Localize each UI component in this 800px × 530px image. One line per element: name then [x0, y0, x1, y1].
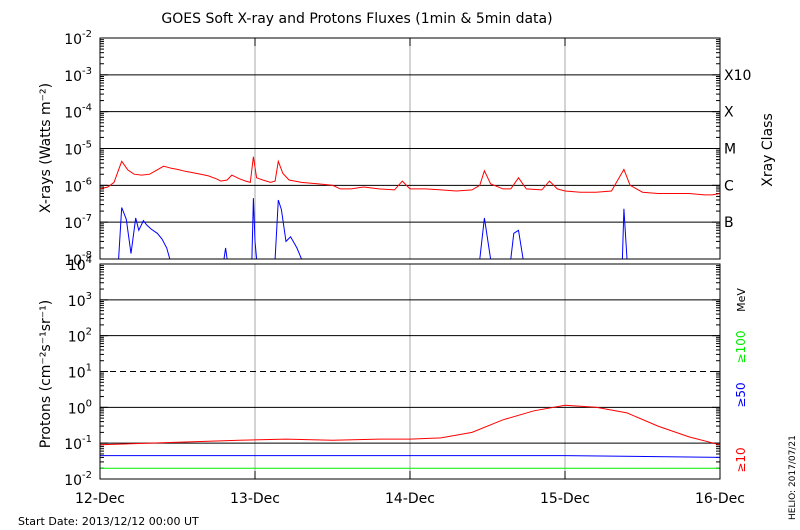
xray-series-0 — [99, 156, 721, 196]
x-tick-label: 12-Dec — [75, 491, 125, 507]
proton-tick-label: 102 — [68, 327, 92, 346]
x-tick-label: 13-Dec — [230, 491, 280, 507]
x-tick-label: 15-Dec — [540, 491, 590, 507]
proton-ylabel: Protons (cm⁻²s⁻¹sr⁻¹) — [38, 300, 54, 449]
proton-tick-label: 100 — [68, 398, 92, 417]
proton-tick-label: 10-1 — [64, 434, 92, 453]
x-tick-label: 16-Dec — [695, 491, 745, 507]
xray-tick-label: 10-7 — [64, 213, 92, 232]
energy-unit-label: MeV — [735, 288, 748, 312]
xray-tick-label: 10-3 — [64, 66, 92, 85]
energy-label-100: ≥100 — [734, 331, 748, 364]
proton-tick-label: 10-2 — [64, 470, 92, 489]
proton-tick-label: 104 — [68, 255, 92, 274]
xray-class-label: B — [724, 215, 734, 231]
xray-tick-label: 10-2 — [64, 29, 92, 48]
energy-label-50: ≥50 — [734, 382, 748, 407]
start-date: Start Date: 2013/12/12 00:00 UT — [18, 515, 199, 528]
xray-class-label: C — [724, 178, 734, 194]
proton-series-0 — [99, 404, 721, 446]
xray-class-label: X — [724, 105, 734, 121]
xray-class-label: X10 — [724, 68, 751, 84]
xray-ylabel: X-rays (Watts m⁻²) — [38, 83, 54, 213]
proton-tick-label: 101 — [68, 363, 92, 382]
xray-tick-label: 10-6 — [64, 176, 92, 195]
x-tick-label: 14-Dec — [385, 491, 435, 507]
proton-panel: 10-2 10-1 100 101 102 103 104 12-Dec 13-Dec 14-De… — [64, 255, 748, 507]
xray-series-1 — [118, 198, 628, 260]
xray-class-axis-label: Xray Class — [760, 113, 776, 187]
proton-series-1 — [100, 455, 721, 458]
xray-tick-label: 10-8 — [64, 250, 92, 269]
xray-tick-label: 10-4 — [64, 103, 92, 122]
xray-class-label: M — [724, 142, 736, 158]
proton-tick-label: 103 — [68, 291, 92, 310]
energy-label-10: ≥10 — [734, 447, 748, 472]
chart-title: GOES Soft X-ray and Protons Fluxes (1min… — [161, 11, 552, 27]
xray-tick-label: 10-5 — [64, 140, 92, 159]
helio-label: HELIO: 2017/07/21 — [788, 435, 798, 520]
xray-panel: 10-8 10-7 10-6 10-5 10-4 10-3 10-2 B C M X X10 — [64, 29, 751, 269]
